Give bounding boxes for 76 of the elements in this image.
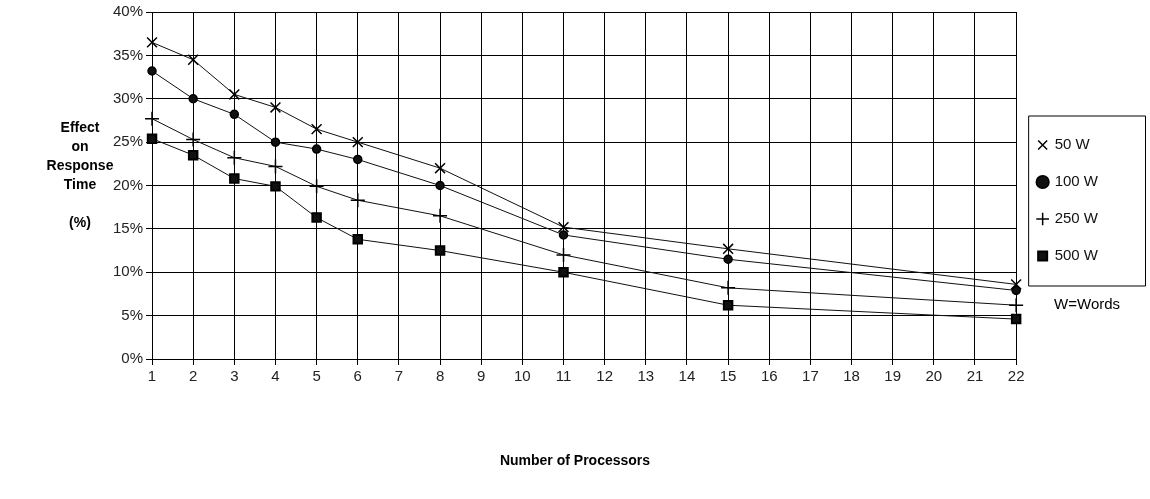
point	[432, 208, 448, 224]
legend-label: 100 W	[1054, 172, 1099, 190]
point	[352, 136, 364, 148]
x-tick-label: 6	[353, 367, 362, 385]
x-tick-label: 10	[514, 367, 531, 385]
y-tick-label: 20%	[112, 175, 144, 193]
point	[434, 162, 446, 174]
x-tick-label: 2	[189, 367, 198, 385]
point	[435, 180, 445, 191]
x-tick-label: 7	[394, 367, 404, 385]
point	[558, 230, 569, 240]
x-tick-label: 13	[637, 367, 655, 385]
x-tick-label: 19	[884, 367, 902, 385]
x-tick-label: 18	[843, 367, 860, 385]
point	[147, 66, 157, 76]
point	[270, 137, 281, 147]
y-tick-label: 5%	[121, 305, 144, 323]
point	[267, 158, 284, 175]
point	[310, 123, 323, 135]
x-tick-label: 5	[312, 367, 321, 385]
x-tick-label: 3	[230, 367, 239, 385]
x-tick-label: 1	[147, 367, 157, 385]
point	[311, 144, 322, 154]
x-tick-label: 16	[760, 367, 778, 385]
point	[557, 221, 570, 233]
point	[353, 154, 363, 165]
point	[226, 149, 243, 166]
y-tick-label: 30%	[112, 88, 144, 106]
point	[187, 149, 199, 161]
x-tick-label: 20	[925, 367, 943, 385]
legend-label: 250 W	[1054, 209, 1099, 227]
y-tick-label: 10%	[112, 262, 144, 280]
point	[229, 109, 240, 120]
x-axis-title: Number of Processors	[498, 452, 652, 468]
y-tick-label: 40%	[112, 2, 144, 20]
x-tick-label: 8	[435, 367, 445, 385]
point	[311, 212, 322, 223]
point	[350, 192, 366, 208]
point	[720, 280, 736, 296]
point	[146, 36, 158, 49]
legend-label: 50 W	[1054, 135, 1091, 153]
point	[352, 234, 364, 245]
y-tick-label: 15%	[112, 219, 144, 237]
x-tick-label: 22	[1007, 367, 1025, 385]
text: Effect on Response Time (%)	[46, 119, 114, 230]
point	[229, 173, 240, 184]
point	[269, 101, 282, 114]
point	[187, 54, 199, 66]
point	[228, 88, 241, 101]
point	[434, 245, 446, 256]
x-tick-label: 4	[271, 367, 280, 385]
point	[1010, 278, 1022, 291]
point	[558, 267, 569, 278]
point	[1010, 313, 1022, 325]
x-tick-label: 11	[555, 367, 572, 385]
point	[308, 178, 325, 195]
x-tick-label: 15	[719, 367, 737, 385]
y-tick-label: 35%	[112, 45, 144, 63]
y-tick-label: 25%	[112, 132, 144, 150]
point	[188, 94, 198, 104]
x-tick-label: 14	[678, 367, 696, 385]
point	[723, 254, 733, 264]
y-tick-label: 0%	[121, 349, 144, 367]
point	[722, 299, 734, 311]
point	[146, 133, 158, 144]
text: W=Words	[1054, 295, 1121, 313]
x-tick-label: 9	[477, 367, 486, 385]
point	[185, 131, 201, 148]
point	[555, 247, 572, 263]
point	[722, 243, 734, 255]
point	[144, 110, 160, 127]
x-tick-label: 12	[596, 367, 613, 385]
legend-label: 500 W	[1054, 246, 1099, 264]
x-tick-label: 21	[966, 367, 984, 385]
point	[270, 181, 281, 192]
x-tick-label: 17	[802, 367, 819, 385]
